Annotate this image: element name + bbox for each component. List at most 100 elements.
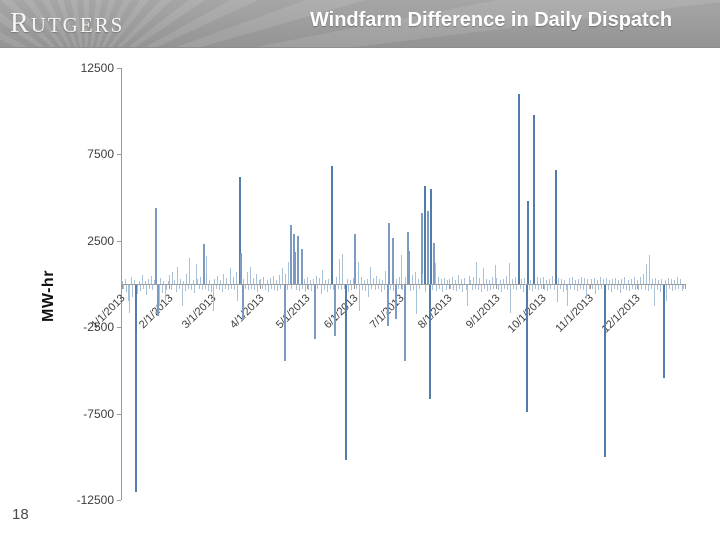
daily-dispatch-bar: [195, 264, 197, 285]
daily-dispatch-bar: [300, 248, 303, 285]
daily-dispatch-bar: [400, 254, 402, 284]
daily-dispatch-bar: [325, 279, 327, 284]
daily-dispatch-bar: [275, 279, 277, 284]
daily-dispatch-bar: [494, 264, 496, 284]
daily-dispatch-bar: [428, 285, 431, 399]
daily-dispatch-bar: [209, 279, 211, 284]
daily-dispatch-bar: [612, 278, 614, 284]
daily-dispatch-bar: [431, 285, 433, 291]
daily-dispatch-bar: [346, 278, 348, 284]
daily-dispatch-bar: [342, 254, 344, 284]
daily-dispatch-bar: [598, 285, 600, 291]
daily-dispatch-bar: [377, 285, 379, 290]
daily-dispatch-bar: [413, 285, 415, 291]
daily-dispatch-bar: [295, 285, 297, 291]
daily-dispatch-bar: [592, 285, 593, 290]
daily-dispatch-bar: [303, 278, 305, 284]
daily-dispatch-bar: [178, 285, 180, 290]
daily-dispatch-bar: [317, 285, 319, 290]
daily-dispatch-bar: [556, 285, 558, 303]
daily-dispatch-bar: [362, 285, 364, 291]
daily-dispatch-bar: [655, 277, 657, 284]
daily-dispatch-bar: [280, 285, 282, 290]
daily-dispatch-bar: [448, 278, 450, 284]
daily-dispatch-bar: [192, 279, 194, 284]
daily-dispatch-bar: [302, 285, 303, 290]
daily-dispatch-bar: [306, 277, 308, 284]
daily-dispatch-bar: [470, 279, 472, 284]
daily-dispatch-bar: [243, 278, 245, 284]
daily-dispatch-bar: [136, 285, 138, 294]
x-axis-tick: [121, 284, 123, 289]
daily-dispatch-bar: [507, 285, 509, 291]
daily-dispatch-bar: [232, 277, 234, 284]
x-axis-tick: [496, 284, 498, 289]
daily-dispatch-bar: [368, 285, 370, 298]
daily-dispatch-bar: [522, 285, 524, 292]
daily-dispatch-bar: [547, 285, 549, 291]
daily-dispatch-bar: [261, 285, 263, 290]
daily-dispatch-bar: [416, 285, 418, 315]
daily-dispatch-bar: [564, 279, 566, 284]
daily-dispatch-bar: [581, 277, 583, 284]
daily-dispatch-bar: [650, 285, 652, 290]
daily-dispatch-bar: [121, 281, 123, 284]
y-axis-tick: [117, 500, 121, 501]
y-axis-tick-label: -7500: [83, 406, 114, 421]
daily-dispatch-bar: [681, 285, 683, 291]
daily-dispatch-bar: [204, 285, 206, 289]
daily-dispatch-bar: [194, 285, 195, 293]
y-axis-tick-label: 7500: [87, 147, 114, 162]
daily-dispatch-bar: [544, 285, 546, 291]
daily-dispatch-bar: [391, 237, 394, 285]
daily-dispatch-bar: [675, 285, 677, 291]
daily-dispatch-bar: [163, 280, 165, 285]
daily-dispatch-bar: [144, 281, 146, 284]
daily-dispatch-bar: [169, 275, 171, 284]
daily-dispatch-bar: [221, 285, 223, 292]
daily-dispatch-bar: [383, 285, 385, 291]
daily-dispatch-bar: [465, 285, 467, 291]
daily-dispatch-bar: [181, 285, 183, 307]
daily-dispatch-bar: [621, 278, 623, 284]
daily-dispatch-bar: [585, 285, 587, 298]
daily-dispatch-bar: [499, 279, 501, 284]
daily-dispatch-bar: [158, 285, 160, 307]
daily-dispatch-bar: [501, 285, 502, 292]
y-axis-tick-label: 2500: [87, 233, 114, 248]
daily-dispatch-bar: [590, 278, 592, 284]
daily-dispatch-bar: [226, 277, 228, 284]
daily-dispatch-bar: [568, 277, 570, 284]
daily-dispatch-bar: [672, 285, 674, 291]
daily-dispatch-bar: [160, 277, 162, 284]
daily-dispatch-bar: [331, 165, 334, 285]
daily-dispatch-bar: [636, 279, 638, 284]
daily-dispatch-bar: [406, 232, 409, 284]
daily-dispatch-bar: [622, 285, 624, 290]
daily-dispatch-bar: [354, 233, 357, 284]
x-axis-tick: [542, 284, 544, 289]
daily-dispatch-bar: [260, 278, 262, 284]
y-axis-tick: [117, 413, 121, 415]
daily-dispatch-bar: [595, 285, 597, 294]
daily-dispatch-bar: [244, 285, 246, 290]
daily-dispatch-bar: [345, 285, 348, 461]
daily-dispatch-bar: [559, 285, 561, 290]
daily-dispatch-bar: [493, 285, 495, 290]
daily-dispatch-bar: [251, 285, 253, 290]
daily-dispatch-bar: [467, 285, 469, 307]
daily-dispatch-bar: [254, 285, 256, 291]
x-axis-tick-label: 12/1/2013: [599, 292, 643, 336]
daily-dispatch-bar: [642, 273, 644, 285]
daily-dispatch-bar: [248, 285, 249, 291]
daily-dispatch-bar: [451, 277, 453, 284]
daily-dispatch-bar: [459, 285, 461, 290]
daily-dispatch-bar: [405, 277, 407, 284]
daily-dispatch-bar: [369, 267, 371, 285]
daily-dispatch-bar: [277, 285, 279, 291]
daily-dispatch-bar: [548, 278, 550, 284]
daily-dispatch-bar: [669, 285, 671, 290]
daily-dispatch-bar: [263, 277, 265, 284]
daily-dispatch-bar: [602, 278, 604, 284]
